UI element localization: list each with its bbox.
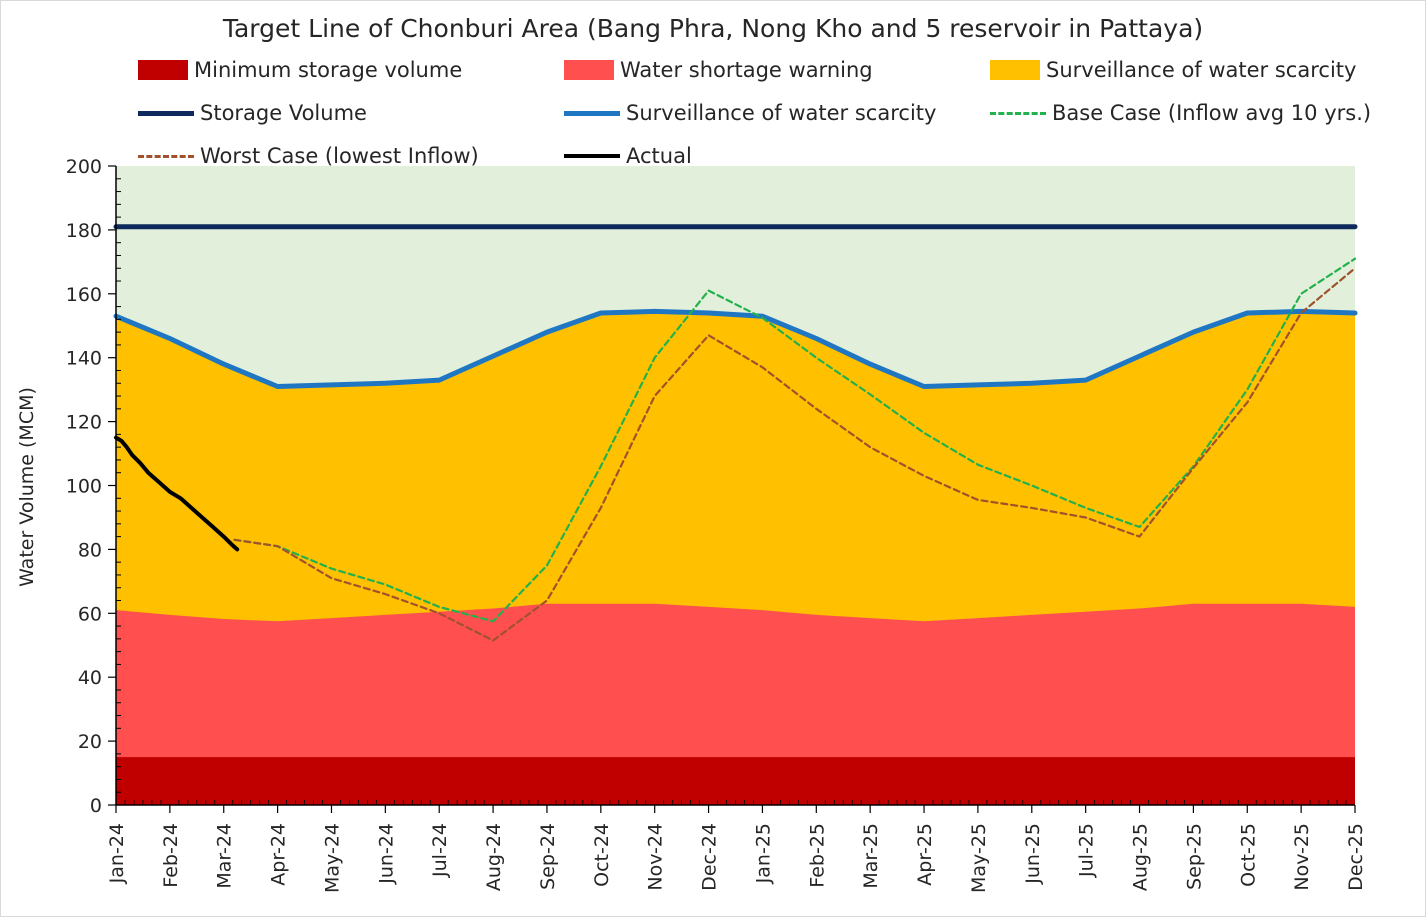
legend-swatch-surveillance-area — [990, 60, 1040, 80]
y-tick-label: 60 — [78, 603, 102, 625]
x-tick-label: Jul-25 — [1076, 823, 1098, 878]
x-tick-label: Sep-25 — [1183, 823, 1205, 890]
area-minimum-storage-volume — [116, 757, 1355, 805]
legend-item-surveillance-area: Surveillance of water scarcity — [990, 55, 1356, 85]
x-tick-label: Aug-24 — [483, 823, 505, 891]
legend-item-surveillance-line: Surveillance of water scarcity — [564, 98, 936, 128]
x-tick-label: Mar-24 — [214, 823, 236, 889]
legend-label-minimum-storage: Minimum storage volume — [194, 58, 463, 82]
y-tick-label: 200 — [66, 156, 102, 178]
legend-label-worst-case: Worst Case (lowest Inflow) — [200, 144, 479, 168]
x-tick-label: Nov-25 — [1291, 823, 1313, 891]
y-tick-label: 40 — [78, 667, 102, 689]
chart-title: Target Line of Chonburi Area (Bang Phra,… — [222, 14, 1204, 43]
legend-swatch-actual — [564, 154, 620, 158]
x-tick-label: Jan-25 — [752, 823, 774, 884]
legend-label-water-shortage: Water shortage warning — [620, 58, 873, 82]
legend-item-water-shortage: Water shortage warning — [564, 55, 873, 85]
y-tick-label: 0 — [90, 795, 102, 817]
x-tick-label: Apr-25 — [914, 823, 936, 886]
x-tick-label: Aug-25 — [1130, 823, 1152, 891]
x-tick-label: Mar-25 — [860, 823, 882, 889]
legend-swatch-base-case — [990, 111, 1046, 115]
axes: 0 20 40 60 80 100 120 140 160 180 200 Jan-24 Feb-24 M… — [66, 156, 1367, 893]
x-tick-label: Jun-24 — [375, 823, 397, 885]
line-worst-case-lowest-inflow — [233, 267, 1357, 642]
line-actual — [114, 435, 240, 552]
legend-label-base-case: Base Case (Inflow avg 10 yrs.) — [1052, 101, 1372, 125]
legend-label-storage-volume: Storage Volume — [200, 101, 367, 125]
y-tick-label: 160 — [66, 284, 102, 306]
x-tick-label: Jun-25 — [1022, 823, 1044, 885]
y-tick-label: 80 — [78, 539, 102, 561]
x-tick-label: Jul-24 — [429, 823, 451, 878]
x-tick-label: Oct-25 — [1237, 823, 1259, 887]
x-tick-label: Sep-24 — [537, 823, 559, 890]
legend-label-actual: Actual — [626, 144, 692, 168]
x-tick-label: Feb-24 — [160, 823, 182, 888]
legend-swatch-worst-case — [138, 154, 194, 158]
x-tick-label: Dec-24 — [699, 823, 721, 891]
y-tick-label: 120 — [66, 412, 102, 434]
x-tick-label: May-24 — [321, 823, 343, 893]
x-tick-label: Dec-25 — [1345, 823, 1367, 891]
legend-swatch-water-shortage — [564, 60, 614, 80]
legend-item-minimum-storage: Minimum storage volume — [138, 55, 462, 85]
x-tick-label: May-25 — [968, 823, 990, 893]
x-tick-label: Nov-24 — [645, 823, 667, 891]
legend-label-surveillance-area: Surveillance of water scarcity — [1046, 58, 1357, 82]
y-tick-label: 100 — [66, 476, 102, 498]
legend-item-storage-volume: Storage Volume — [138, 98, 367, 128]
legend-item-base-case: Base Case (Inflow avg 10 yrs.) — [990, 98, 1371, 128]
legend-label-surveillance-line: Surveillance of water scarcity — [626, 101, 937, 125]
area-water-shortage-warning — [116, 603, 1355, 805]
line-base-case-inflow-avg-10-yrs — [233, 257, 1357, 623]
x-tick-label: Feb-25 — [806, 823, 828, 888]
y-tick-label: 140 — [66, 348, 102, 370]
x-tick-label: Jan-24 — [106, 823, 128, 884]
line-layers — [113, 224, 1358, 642]
x-tick-label: Oct-24 — [591, 823, 613, 887]
legend-swatch-storage-volume — [138, 110, 194, 116]
y-tick-label: 20 — [78, 731, 102, 753]
legend-item-worst-case: Worst Case (lowest Inflow) — [138, 141, 479, 171]
line-surveillance-of-water-scarcity — [113, 308, 1358, 389]
legend-swatch-surveillance-line — [564, 110, 620, 116]
legend-swatch-minimum-storage — [138, 60, 188, 80]
y-axis-label: Water Volume (MCM) — [16, 387, 38, 587]
x-tick-label: Apr-24 — [268, 823, 290, 886]
y-tick-label: 180 — [66, 220, 102, 242]
legend-item-actual: Actual — [564, 141, 692, 171]
area-layers — [116, 166, 1355, 805]
